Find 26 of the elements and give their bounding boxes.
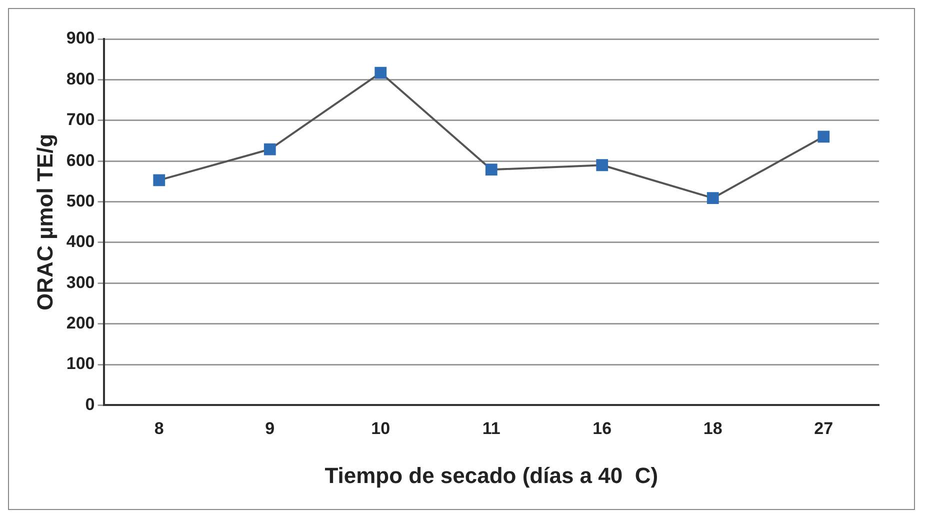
y-axis-title: ORAC µmol TE/g <box>32 134 58 310</box>
y-tick-label: 500 <box>66 191 95 210</box>
x-tick-label: 27 <box>814 419 834 438</box>
x-tick-label: 8 <box>154 419 164 438</box>
point <box>264 143 276 156</box>
point <box>818 130 830 143</box>
point <box>153 174 166 186</box>
x-tick-label: 11 <box>482 419 500 438</box>
y-tick-label: 400 <box>66 232 95 252</box>
x-axis-title: Tiempo de secado (días a 40 C) <box>324 462 658 488</box>
x-tick-label: 18 <box>703 419 722 438</box>
y-tick-label: 300 <box>66 272 95 292</box>
point <box>485 164 498 176</box>
point <box>374 66 387 79</box>
point <box>706 192 719 204</box>
y-tick-label: 0 <box>85 394 95 414</box>
y-tick-label: 900 <box>66 28 95 48</box>
y-tick-label: 800 <box>66 69 95 88</box>
y-tick-label: 700 <box>66 110 95 130</box>
x-tick-label: 10 <box>371 419 390 438</box>
point <box>596 159 608 172</box>
y-tick-label: 200 <box>66 314 95 333</box>
x-tick-label: 16 <box>592 419 612 438</box>
y-tick-label: 600 <box>66 150 95 170</box>
y-tick-label: 100 <box>66 354 95 374</box>
x-tick-label: 9 <box>265 419 275 438</box>
